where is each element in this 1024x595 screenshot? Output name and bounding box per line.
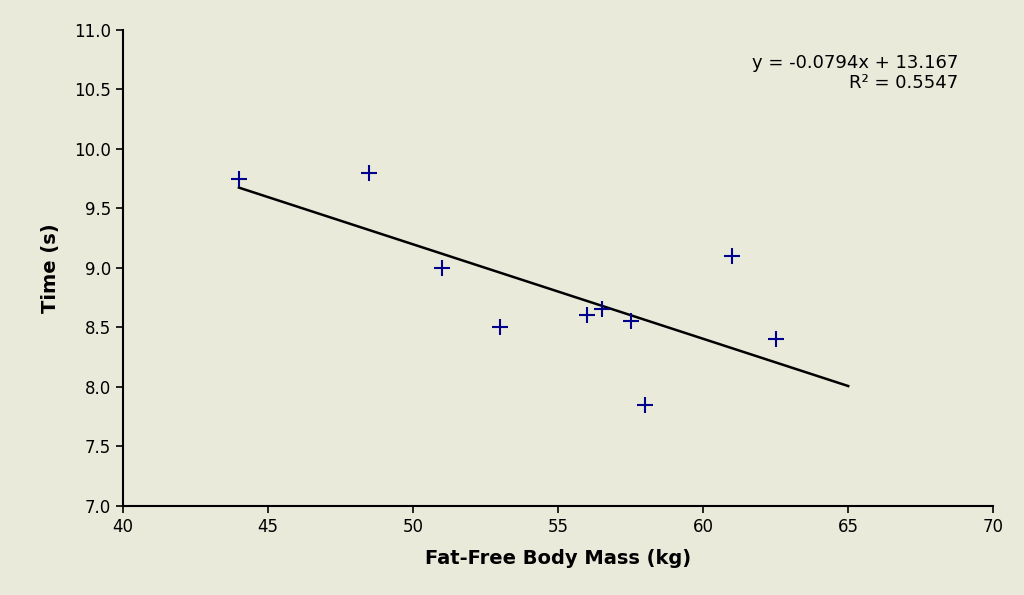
Point [492,322,508,332]
Y-axis label: Time (s): Time (s) [41,223,60,312]
Point [637,400,653,409]
Point [594,305,610,314]
X-axis label: Fat-Free Body Mass (kg): Fat-Free Body Mass (kg) [425,549,691,568]
Point [434,263,451,273]
Point [361,168,378,177]
Point [623,317,639,326]
Text: y = -0.0794x + 13.167
R² = 0.5547: y = -0.0794x + 13.167 R² = 0.5547 [752,54,958,92]
Point [230,174,247,183]
Point [768,334,784,344]
Point [724,251,740,261]
Point [579,311,595,320]
